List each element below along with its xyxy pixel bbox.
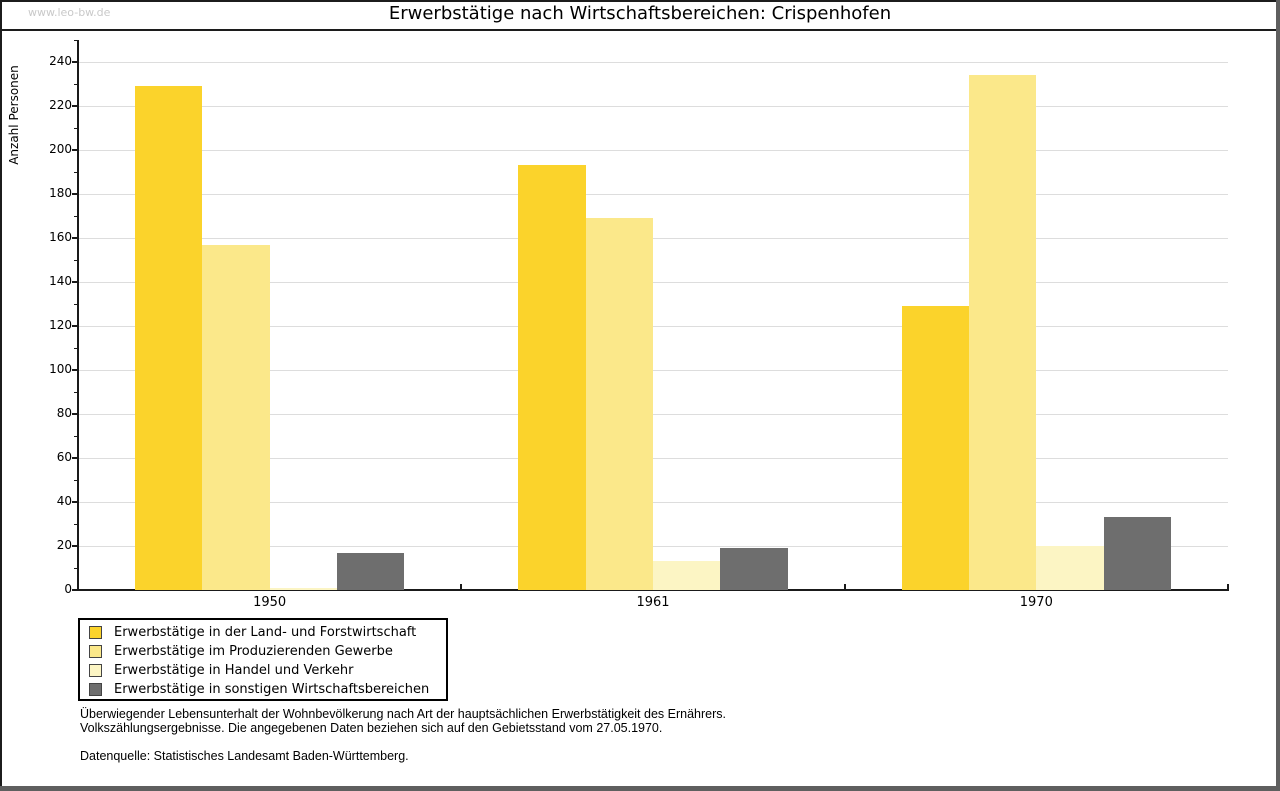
- y-tick-200: [72, 149, 78, 151]
- y-tick-label-40: 40: [56, 494, 72, 508]
- gridline-180: [79, 194, 1228, 195]
- gridline-140: [79, 282, 1228, 283]
- y-tick-160: [72, 237, 78, 239]
- legend-row-4: Erwerbstätige in sonstigen Wirtschaftsbe…: [80, 680, 446, 699]
- y-tick-140: [72, 281, 78, 283]
- watermark: www.leo-bw.de: [28, 6, 111, 19]
- x-category-label-1950: 1950: [253, 595, 287, 610]
- y-tick-label-80: 80: [56, 406, 72, 420]
- y-tick-label-120: 120: [49, 318, 72, 332]
- frame-right-edge: [1276, 0, 1280, 791]
- x-boundary-tick-0: [77, 584, 79, 590]
- x-category-label-1961: 1961: [636, 595, 670, 610]
- gridline-100: [79, 370, 1228, 371]
- gridline-80: [79, 414, 1228, 415]
- footnote-line-1: Überwiegender Lebensunterhalt der Wohnbe…: [80, 707, 726, 721]
- y-tick-label-20: 20: [56, 538, 72, 552]
- y-tick-100: [72, 369, 78, 371]
- x-boundary-tick-2: [843, 584, 846, 590]
- y-tick-60: [72, 457, 78, 459]
- frame-bottom-edge: [0, 786, 1280, 791]
- footnote-source: Datenquelle: Statistisches Landesamt Bad…: [80, 749, 409, 763]
- gridline-60: [79, 458, 1228, 459]
- footnote-line-2: Volkszählungsergebnisse. Die angegebenen…: [80, 721, 663, 735]
- legend-row-1: Erwerbstätige in der Land- und Forstwirt…: [80, 623, 446, 642]
- legend-box: Erwerbstätige in der Land- und Forstwirt…: [78, 618, 448, 701]
- gridline-120: [79, 326, 1228, 327]
- gridline-40: [79, 502, 1228, 503]
- y-tick-label-220: 220: [49, 98, 72, 112]
- y-tick-120: [72, 325, 78, 327]
- bar-1961-series-2: [585, 218, 653, 590]
- y-tick-label-0: 0: [64, 582, 72, 596]
- y-minor-tick-250: [74, 40, 78, 41]
- y-tick-220: [72, 105, 78, 107]
- y-tick-180: [72, 193, 78, 195]
- bar-1970-series-1: [901, 306, 970, 590]
- y-tick-label-200: 200: [49, 142, 72, 156]
- gridline-200: [79, 150, 1228, 151]
- y-minor-tick-230: [74, 84, 78, 85]
- gridline-220: [79, 106, 1228, 107]
- y-tick-240: [72, 61, 78, 63]
- gridline-240: [79, 62, 1228, 63]
- y-tick-0: [72, 589, 78, 591]
- title-divider: [0, 29, 1280, 31]
- legend-swatch-3: [89, 664, 102, 677]
- chart-title: Erwerbstätige nach Wirtschaftsbereichen:…: [388, 3, 892, 24]
- y-minor-tick-130: [74, 304, 78, 305]
- legend-label-2: Erwerbstätige im Produzierenden Gewerbe: [114, 644, 393, 659]
- y-tick-20: [72, 545, 78, 547]
- y-tick-label-140: 140: [49, 274, 72, 288]
- y-tick-label-240: 240: [49, 54, 72, 68]
- bar-1950-series-2: [202, 244, 270, 590]
- y-tick-label-180: 180: [49, 186, 72, 200]
- bar-1961-series-3: [653, 561, 721, 590]
- frame-left-edge: [0, 0, 2, 791]
- y-tick-label-160: 160: [49, 230, 72, 244]
- legend-label-4: Erwerbstätige in sonstigen Wirtschaftsbe…: [114, 682, 430, 697]
- y-minor-tick-70: [74, 436, 78, 437]
- y-minor-tick-50: [74, 480, 78, 481]
- bar-1970-series-2: [969, 75, 1037, 590]
- y-axis-line: [77, 40, 79, 591]
- frame-top-edge: [0, 0, 1280, 2]
- y-tick-label-100: 100: [49, 362, 72, 376]
- y-minor-tick-90: [74, 392, 78, 393]
- y-minor-tick-10: [74, 568, 78, 569]
- legend-swatch-4: [89, 683, 102, 696]
- bar-1950-series-4: [336, 552, 405, 590]
- x-boundary-tick-1: [460, 584, 463, 590]
- bar-1970-series-3: [1036, 546, 1104, 590]
- y-minor-tick-170: [74, 216, 78, 217]
- y-minor-tick-190: [74, 172, 78, 173]
- y-minor-tick-210: [74, 128, 78, 129]
- bar-1950-series-1: [135, 86, 203, 590]
- legend-row-3: Erwerbstätige in Handel und Verkehr: [80, 661, 446, 680]
- x-boundary-tick-3: [1227, 584, 1229, 590]
- y-minor-tick-150: [74, 260, 78, 261]
- gridline-160: [79, 238, 1228, 239]
- y-minor-tick-30: [74, 524, 78, 525]
- bar-1961-series-1: [518, 165, 586, 590]
- y-tick-label-60: 60: [56, 450, 72, 464]
- legend-swatch-2: [89, 645, 102, 658]
- legend-row-2: Erwerbstätige im Produzierenden Gewerbe: [80, 642, 446, 661]
- x-category-label-1970: 1970: [1019, 595, 1053, 610]
- y-minor-tick-110: [74, 348, 78, 349]
- y-tick-40: [72, 501, 78, 503]
- gridline-20: [79, 546, 1228, 547]
- x-axis-line: [77, 589, 1229, 591]
- bar-1961-series-4: [720, 548, 788, 590]
- legend-label-3: Erwerbstätige in Handel und Verkehr: [114, 663, 354, 678]
- legend-label-1: Erwerbstätige in der Land- und Forstwirt…: [114, 625, 417, 640]
- legend-swatch-1: [89, 626, 102, 639]
- bar-1950-series-3: [269, 587, 337, 590]
- y-tick-80: [72, 413, 78, 415]
- bar-1970-series-4: [1103, 517, 1171, 590]
